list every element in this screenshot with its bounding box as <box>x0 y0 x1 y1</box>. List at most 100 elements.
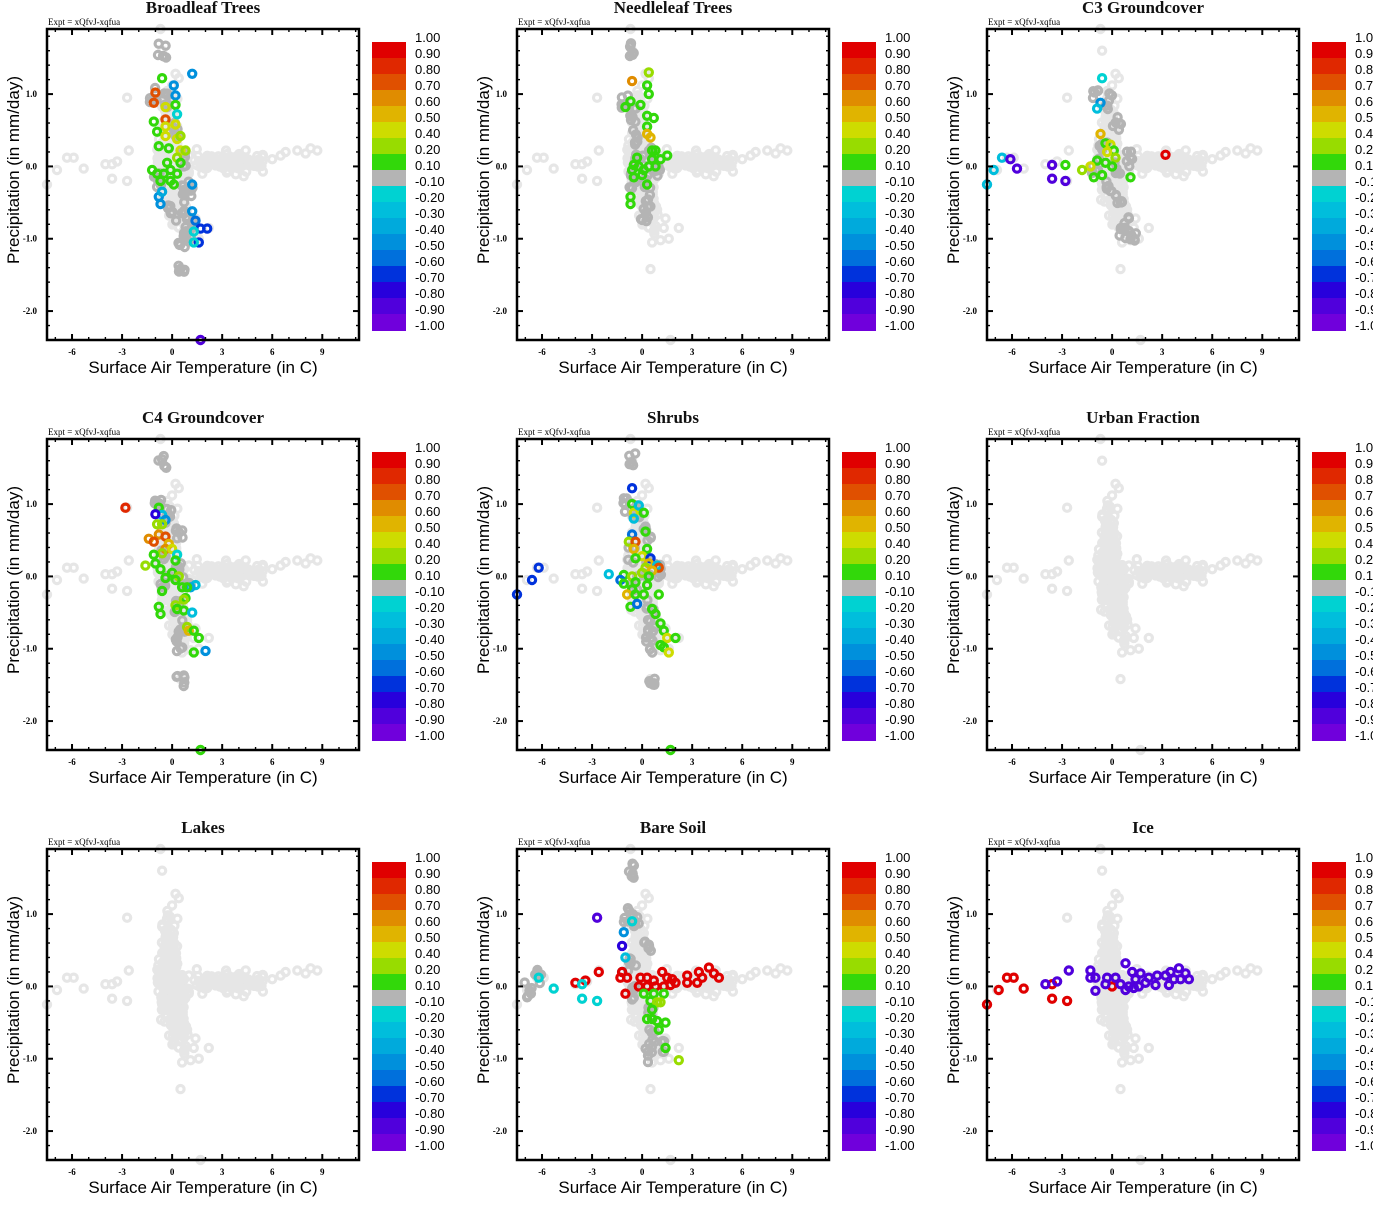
y-tick-label: -2.0 <box>493 716 508 726</box>
y-tick-label: 1.0 <box>26 499 38 509</box>
background-point <box>174 915 181 922</box>
background-point <box>314 147 321 154</box>
colorbar <box>1312 452 1346 740</box>
background-point <box>784 557 791 564</box>
colorbar-label: -0.40 <box>1355 223 1373 236</box>
colorbar-label: -0.10 <box>1355 585 1373 598</box>
y-tick-label: 1.0 <box>26 89 38 99</box>
background-point <box>1139 580 1146 587</box>
colorbar-label: 0.10 <box>1355 569 1373 582</box>
x-tick-label: -6 <box>538 757 546 767</box>
colorbar-segment <box>1312 532 1346 549</box>
background-point <box>657 237 664 244</box>
data-point <box>189 70 196 77</box>
colorbar-label: 0.70 <box>1355 489 1373 502</box>
y-tick-label: 0.0 <box>966 161 978 171</box>
background-point <box>595 557 602 564</box>
data-point <box>159 75 166 82</box>
background-point <box>595 147 602 154</box>
colorbar-segment <box>842 692 876 709</box>
colorbar-label: -0.60 <box>885 255 915 268</box>
colorbar-label: -0.30 <box>415 617 445 630</box>
background-point <box>1109 492 1116 499</box>
data-point <box>122 504 129 511</box>
colorbar-segment <box>372 612 406 629</box>
colorbar-segment <box>1312 612 1346 629</box>
colorbar <box>842 42 876 330</box>
colorbar-segment <box>1312 580 1346 597</box>
x-tick-label: 3 <box>1160 347 1165 357</box>
colorbar-label: 0.70 <box>885 489 910 502</box>
colorbar-label: 0.20 <box>885 143 910 156</box>
background-point <box>124 94 131 101</box>
background-point <box>199 170 206 177</box>
background-point <box>540 154 547 161</box>
background-point <box>109 175 116 182</box>
colorbar-segment <box>372 170 406 187</box>
background-point <box>1064 504 1071 511</box>
background-point <box>1117 676 1124 683</box>
background-point <box>1130 634 1137 641</box>
colorbar-segment <box>842 644 876 661</box>
x-axis-label: Surface Air Temperature (in C) <box>987 358 1299 378</box>
colorbar-label: -0.10 <box>415 175 445 188</box>
background-point <box>660 224 667 231</box>
colorbar-segment <box>1312 644 1346 661</box>
colorbar-label: 0.10 <box>415 159 440 172</box>
colorbar-segment <box>372 218 406 235</box>
colorbar-label: 0.40 <box>415 127 440 140</box>
colorbar-segment <box>842 708 876 725</box>
colorbar-segment <box>842 484 876 501</box>
colorbar-segment <box>372 484 406 501</box>
data-point <box>1013 165 1020 172</box>
colorbar-label: 0.20 <box>415 143 440 156</box>
colorbar-label: -0.40 <box>415 223 445 236</box>
y-tick-label: -1.0 <box>493 234 508 244</box>
x-axis-label: Surface Air Temperature (in C) <box>987 768 1299 788</box>
background-point <box>645 485 652 492</box>
background-point <box>584 568 591 575</box>
plot-frame <box>47 439 359 750</box>
x-tick-label: 9 <box>1260 757 1265 767</box>
colorbar-segment <box>842 186 876 203</box>
colorbar-label: 0.90 <box>415 457 440 470</box>
data-point <box>142 562 149 569</box>
colorbar-segment <box>842 58 876 75</box>
background-point <box>1119 649 1126 656</box>
colorbar-label: -1.00 <box>1355 319 1373 332</box>
colorbar-segment <box>372 138 406 155</box>
colorbar-segment <box>842 42 876 59</box>
colorbar-segment <box>372 298 406 315</box>
colorbar <box>372 42 406 330</box>
colorbar-segment <box>842 138 876 155</box>
background-point <box>1099 457 1106 464</box>
colorbar-label: 0.70 <box>415 489 440 502</box>
background-point <box>269 156 276 163</box>
data-point <box>1062 177 1069 184</box>
colorbar-label: 0.90 <box>1355 47 1373 60</box>
x-axis-label: Surface Air Temperature (in C) <box>47 358 359 378</box>
data-point <box>1099 75 1106 82</box>
x-tick-label: 0 <box>1110 757 1115 767</box>
colorbar-segment <box>1312 74 1346 91</box>
background-point <box>1199 168 1206 175</box>
data-point <box>650 114 657 121</box>
background-point <box>594 94 601 101</box>
colorbar-label: -1.00 <box>885 729 915 742</box>
colorbar-label: 1.00 <box>415 441 440 454</box>
background-point <box>114 568 121 575</box>
colorbar-segment <box>372 692 406 709</box>
colorbar-segment <box>372 516 406 533</box>
background-point <box>53 576 60 583</box>
background-point <box>294 147 301 154</box>
colorbar-label: 0.40 <box>415 537 440 550</box>
plot-frame <box>517 439 829 750</box>
x-tick-label: 3 <box>690 757 695 767</box>
background-point <box>125 147 132 154</box>
colorbar-segment <box>372 628 406 645</box>
